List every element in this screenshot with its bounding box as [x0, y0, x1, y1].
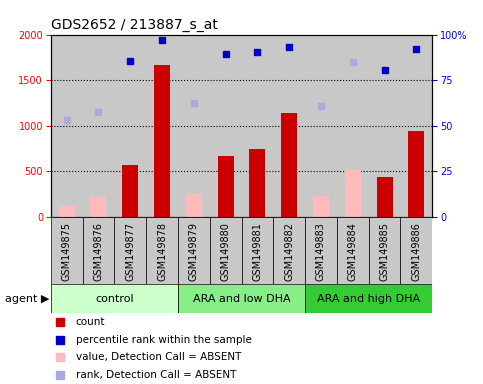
Text: GSM149878: GSM149878 — [157, 222, 167, 281]
Bar — [51, 284, 178, 313]
Text: GDS2652 / 213887_s_at: GDS2652 / 213887_s_at — [51, 18, 217, 32]
Bar — [305, 284, 432, 313]
Bar — [409, 131, 425, 217]
Bar — [122, 165, 138, 217]
Bar — [400, 217, 432, 284]
Text: GSM149885: GSM149885 — [380, 222, 390, 281]
Text: GSM149884: GSM149884 — [348, 222, 358, 281]
Bar — [83, 217, 114, 284]
Bar — [337, 217, 369, 284]
Bar — [154, 65, 170, 217]
Text: GSM149886: GSM149886 — [412, 222, 421, 281]
Text: GSM149877: GSM149877 — [125, 222, 135, 281]
Text: GSM149879: GSM149879 — [189, 222, 199, 281]
Bar — [58, 206, 74, 217]
Text: agent ▶: agent ▶ — [5, 293, 49, 304]
Bar — [369, 217, 400, 284]
Text: value, Detection Call = ABSENT: value, Detection Call = ABSENT — [75, 353, 241, 362]
Bar — [345, 170, 361, 217]
Bar — [146, 217, 178, 284]
Bar — [377, 177, 393, 217]
Text: control: control — [95, 293, 134, 304]
Text: ARA and low DHA: ARA and low DHA — [193, 293, 290, 304]
Bar — [51, 217, 83, 284]
Bar — [305, 217, 337, 284]
Text: GSM149876: GSM149876 — [93, 222, 103, 281]
Bar — [249, 149, 265, 217]
Bar — [273, 217, 305, 284]
Bar — [218, 156, 234, 217]
Text: GSM149875: GSM149875 — [62, 222, 71, 281]
Bar — [281, 113, 297, 217]
Text: count: count — [75, 317, 105, 327]
Bar — [186, 194, 202, 217]
Bar — [313, 197, 329, 217]
Text: GSM149883: GSM149883 — [316, 222, 326, 281]
Bar — [178, 284, 305, 313]
Bar — [90, 197, 106, 217]
Bar — [210, 217, 242, 284]
Text: GSM149880: GSM149880 — [221, 222, 230, 281]
Bar — [242, 217, 273, 284]
Text: ARA and high DHA: ARA and high DHA — [317, 293, 420, 304]
Bar — [114, 217, 146, 284]
Text: percentile rank within the sample: percentile rank within the sample — [75, 334, 251, 344]
Bar — [178, 217, 210, 284]
Text: GSM149882: GSM149882 — [284, 222, 294, 281]
Text: GSM149881: GSM149881 — [253, 222, 262, 281]
Text: rank, Detection Call = ABSENT: rank, Detection Call = ABSENT — [75, 370, 236, 380]
